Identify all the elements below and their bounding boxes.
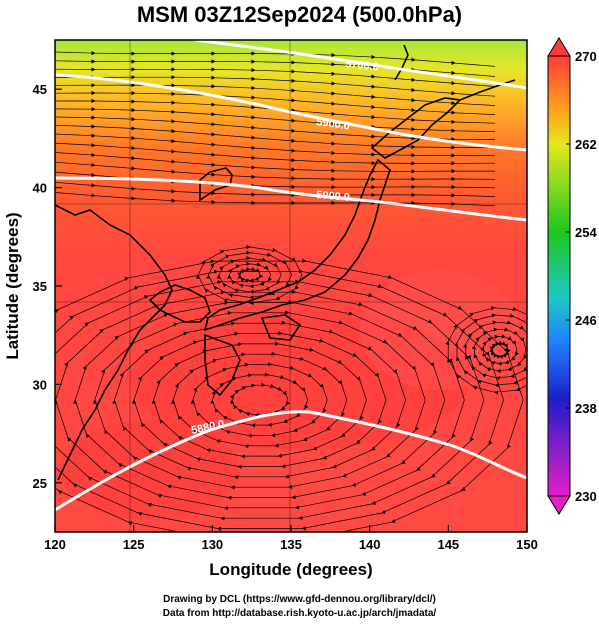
colorbar-top-arrow	[547, 37, 571, 57]
coastlines	[55, 44, 516, 481]
streamline	[445, 306, 527, 395]
streamline	[195, 244, 303, 306]
height-contours	[55, 40, 527, 512]
y-tick-label: 45	[33, 82, 47, 97]
colorbar: 270 262 254 246 238 230	[547, 37, 597, 515]
y-tick-label: 30	[33, 377, 47, 392]
y-axis-ticks: 25 30 35 40 45	[33, 82, 62, 491]
colorbar-tick-label: 270	[575, 49, 597, 64]
contour-label: 5900.0	[316, 116, 351, 133]
x-tick-label: 145	[437, 537, 459, 552]
contour-line	[55, 73, 527, 152]
colorbar-tick-label: 254	[575, 225, 597, 240]
y-tick-label: 25	[33, 476, 47, 491]
contour-label: 5900.0	[316, 189, 351, 204]
colorbar-tick-label: 238	[575, 401, 597, 416]
x-tick-label: 120	[44, 537, 66, 552]
x-axis-label: Longitude (degrees)	[209, 560, 372, 579]
x-tick-label: 135	[280, 537, 302, 552]
x-axis-ticks: 120 125 130 135 140 145 150	[44, 525, 538, 552]
credit-drawing: Drawing by DCL (https://www.gfd-dennou.o…	[163, 594, 436, 605]
streamline	[55, 258, 524, 532]
colorbar-tick-label: 230	[575, 489, 597, 504]
colorbar-tick-label: 262	[575, 137, 597, 152]
y-axis-label: Latitude (degrees)	[3, 212, 22, 359]
colorbar-tick-label: 246	[575, 313, 597, 328]
streamline	[55, 192, 496, 207]
x-tick-label: 130	[201, 537, 223, 552]
y-tick-label: 40	[33, 181, 47, 196]
grid-lines	[55, 40, 527, 532]
x-tick-label: 150	[516, 537, 538, 552]
y-tick-label: 35	[33, 279, 47, 294]
colorbar-bottom-arrow	[547, 495, 571, 515]
contour-line	[194, 40, 527, 90]
contour-label: 5700.0	[345, 58, 380, 73]
x-tick-label: 125	[123, 537, 145, 552]
credit-data-source: Data from http://database.rish.kyoto-u.a…	[162, 608, 437, 619]
x-tick-label: 140	[359, 537, 381, 552]
chart-title: MSM 03Z12Sep2024 (500.0hPa)	[136, 2, 463, 27]
contour-line	[55, 410, 527, 512]
temperature-field	[55, 40, 527, 532]
contour-line	[55, 176, 527, 222]
